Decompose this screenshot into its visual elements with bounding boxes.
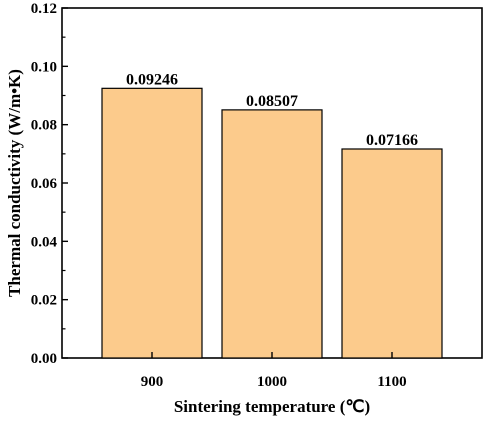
x-axis: 900 1000 1100: [141, 352, 407, 390]
bar-900: [101, 87, 203, 359]
x-axis-title: Sintering temperature (℃): [174, 397, 370, 416]
data-label-900: 0.09246: [126, 71, 178, 88]
data-label-1000: 0.08507: [246, 93, 298, 110]
y-tick-label: 0.00: [31, 351, 57, 367]
x-tick-label: 1000: [257, 374, 287, 390]
y-tick-label: 0.02: [31, 293, 57, 309]
x-tick-label: 900: [141, 374, 164, 390]
bars: 0.09246 0.08507 0.07166: [101, 71, 443, 359]
y-axis: 0.00 0.02 0.04 0.06 0.08 0.10 0.12: [31, 1, 68, 367]
bar-1000: [221, 109, 323, 359]
y-tick-label: 0.04: [31, 234, 58, 250]
bar-1100: [341, 148, 443, 359]
x-tick-label: 1100: [377, 374, 406, 390]
y-tick-label: 0.06: [31, 176, 58, 192]
y-tick-label: 0.10: [31, 59, 57, 75]
y-tick-label: 0.08: [31, 118, 57, 134]
data-label-1100: 0.07166: [366, 132, 418, 149]
y-axis-title: Thermal conductivity (W/m•K): [5, 69, 24, 297]
y-tick-label: 0.12: [31, 1, 57, 17]
